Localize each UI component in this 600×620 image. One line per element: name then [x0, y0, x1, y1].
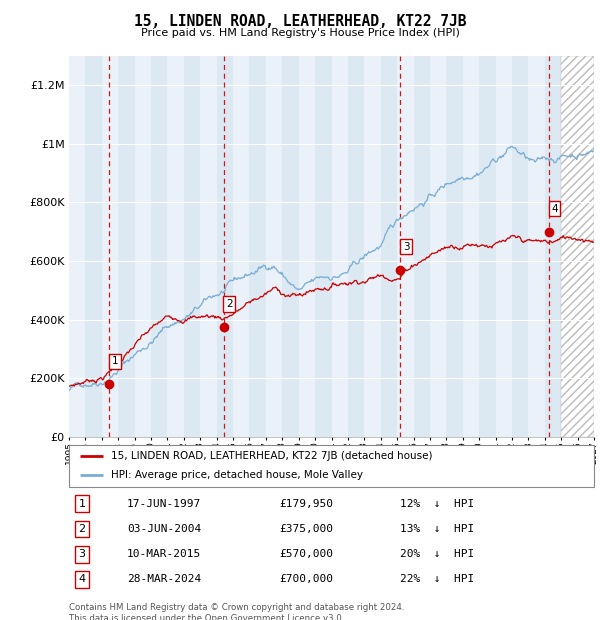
- Text: £179,950: £179,950: [279, 498, 333, 508]
- Bar: [430, 56, 446, 437]
- Bar: [282, 56, 299, 437]
- Text: 10-MAR-2015: 10-MAR-2015: [127, 549, 201, 559]
- Text: 03-JUN-2004: 03-JUN-2004: [127, 524, 201, 534]
- Text: £570,000: £570,000: [279, 549, 333, 559]
- Bar: [217, 56, 233, 437]
- Bar: [496, 56, 512, 437]
- Bar: [315, 56, 331, 437]
- Bar: [413, 56, 430, 437]
- Text: 2: 2: [79, 524, 86, 534]
- Bar: [578, 56, 594, 437]
- Text: 13%  ↓  HPI: 13% ↓ HPI: [400, 524, 474, 534]
- Text: £700,000: £700,000: [279, 575, 333, 585]
- Bar: [364, 56, 381, 437]
- Bar: [184, 56, 200, 437]
- Bar: [446, 56, 463, 437]
- Bar: [463, 56, 479, 437]
- Bar: [151, 56, 167, 437]
- Text: 15, LINDEN ROAD, LEATHERHEAD, KT22 7JB: 15, LINDEN ROAD, LEATHERHEAD, KT22 7JB: [134, 14, 466, 29]
- Bar: [233, 56, 250, 437]
- Bar: [299, 56, 315, 437]
- Bar: [512, 56, 529, 437]
- Text: 1: 1: [79, 498, 86, 508]
- Text: 4: 4: [79, 575, 86, 585]
- Text: Price paid vs. HM Land Registry's House Price Index (HPI): Price paid vs. HM Land Registry's House …: [140, 28, 460, 38]
- Text: 20%  ↓  HPI: 20% ↓ HPI: [400, 549, 474, 559]
- Bar: [561, 56, 578, 437]
- Text: 22%  ↓  HPI: 22% ↓ HPI: [400, 575, 474, 585]
- Bar: [381, 56, 397, 437]
- Bar: [331, 56, 348, 437]
- Bar: [85, 56, 102, 437]
- Text: 1: 1: [112, 356, 118, 366]
- Bar: [134, 56, 151, 437]
- Text: HPI: Average price, detached house, Mole Valley: HPI: Average price, detached house, Mole…: [111, 471, 363, 480]
- Bar: [266, 56, 282, 437]
- Text: £375,000: £375,000: [279, 524, 333, 534]
- Text: 2: 2: [226, 299, 233, 309]
- Text: 4: 4: [551, 203, 558, 214]
- Bar: [200, 56, 217, 437]
- Bar: [348, 56, 364, 437]
- Bar: [561, 56, 594, 437]
- Bar: [167, 56, 184, 437]
- Bar: [250, 56, 266, 437]
- Text: 12%  ↓  HPI: 12% ↓ HPI: [400, 498, 474, 508]
- Text: 28-MAR-2024: 28-MAR-2024: [127, 575, 201, 585]
- Text: Contains HM Land Registry data © Crown copyright and database right 2024.
This d: Contains HM Land Registry data © Crown c…: [69, 603, 404, 620]
- Text: 3: 3: [79, 549, 86, 559]
- Text: 17-JUN-1997: 17-JUN-1997: [127, 498, 201, 508]
- Text: 15, LINDEN ROAD, LEATHERHEAD, KT22 7JB (detached house): 15, LINDEN ROAD, LEATHERHEAD, KT22 7JB (…: [111, 451, 433, 461]
- Bar: [479, 56, 496, 437]
- Bar: [529, 56, 545, 437]
- Bar: [102, 56, 118, 437]
- Text: 3: 3: [403, 242, 409, 252]
- Bar: [118, 56, 134, 437]
- Bar: [545, 56, 561, 437]
- Bar: [397, 56, 413, 437]
- FancyBboxPatch shape: [69, 445, 594, 487]
- Bar: [69, 56, 85, 437]
